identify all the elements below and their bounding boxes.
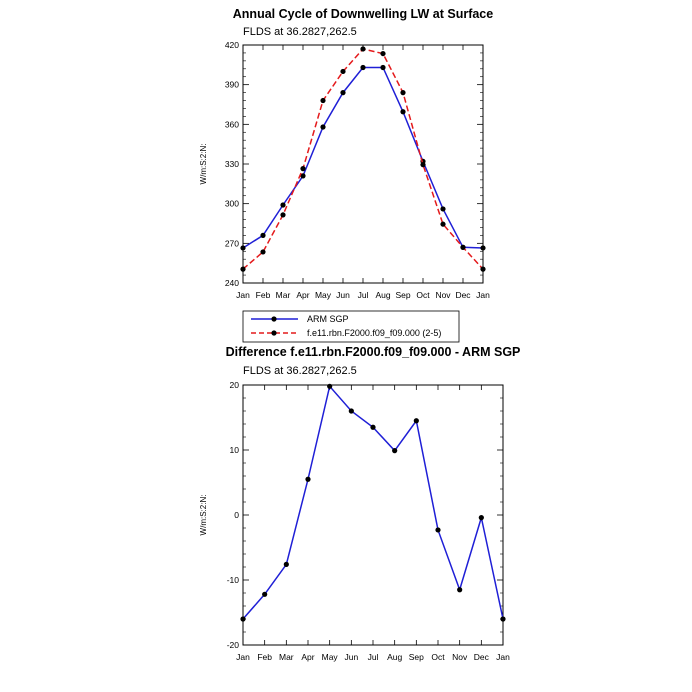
chart2-xtick-label: Jun (344, 652, 358, 662)
chart2-xtick-label: Feb (257, 652, 272, 662)
chart1-series-1-point (300, 166, 306, 172)
chart1-series-1-point (240, 266, 246, 272)
chart2-xtick-label: Oct (431, 652, 445, 662)
chart2-title: Difference f.e11.rbn.F2000.f09_f09.000 -… (226, 345, 521, 359)
chart2-xtick-label: May (322, 652, 339, 662)
legend: ARM SGP f.e11.rbn.F2000.f09_f09.000 (2-5… (242, 310, 460, 343)
chart2-xtick-label: Aug (387, 652, 402, 662)
chart1-series-1-point (380, 50, 386, 57)
chart1-xtick-label: Feb (256, 290, 271, 300)
chart1-series-1-line (242, 48, 484, 270)
chart2-series-0-point (413, 418, 419, 424)
chart2-frame (242, 384, 504, 646)
chart1-series-0-line (242, 66, 484, 249)
chart2-series-0-point (435, 527, 441, 533)
chart2-series-0-point (457, 587, 463, 593)
chart2-ytick-label: 20 (230, 380, 240, 390)
chart2-series-0-point (392, 448, 398, 454)
chart1-series-1-point (280, 212, 286, 218)
chart1-xtick-label: Sep (395, 290, 410, 300)
chart1-series-1-point (420, 162, 426, 168)
chart1-subtitle: FLDS at 36.2827,262.5 (243, 26, 357, 38)
chart2-series-0-point (478, 515, 484, 521)
chart2-ytick-label: -10 (227, 575, 240, 585)
chart1-xtick-label: Aug (375, 290, 390, 300)
chart1-ytick-label: 420 (225, 40, 239, 50)
chart1-xtick-label: May (315, 290, 332, 300)
chart1-ytick-label: 270 (225, 238, 239, 248)
chart1-series-0-point (260, 232, 266, 238)
chart1-series-0-point (360, 64, 366, 71)
chart1-ytick-label: 240 (225, 278, 239, 288)
chart1-series-0-point (300, 173, 306, 179)
chart1-series-0-point (240, 245, 246, 251)
chart2-xtick-label: Sep (409, 652, 424, 662)
legend-box (242, 310, 460, 343)
legend-marker-arm (271, 316, 277, 322)
chart2-xtick-label: Jan (236, 652, 250, 662)
chart1-series-0-point (440, 206, 446, 212)
chart2-series-0-point (500, 616, 506, 622)
chart2-xtick-label: Apr (301, 652, 314, 662)
chart2-ylabel: W/m:S:2:N: (199, 495, 208, 536)
chart2-ytick-label: -20 (227, 640, 240, 650)
chart2-xtick-label: Jan (496, 652, 510, 662)
chart1-xtick-label: Nov (435, 290, 451, 300)
chart1-series-1-point (260, 249, 266, 255)
chart2-xtick-label: Dec (474, 652, 490, 662)
chart2-xtick-label: Mar (279, 652, 294, 662)
chart2-xtick-label: Jul (368, 652, 379, 662)
chart2-plot: Jan Feb Mar Apr May Jun Jul Aug Sep Oct Nov Dec Jan -… (227, 380, 510, 662)
chart1-ylabel: W/m:S:2:N: (199, 144, 208, 185)
chart1-series-1-point (460, 244, 466, 250)
chart1-xtick-label: Jun (336, 290, 350, 300)
chart2-subtitle: FLDS at 36.2827,262.5 (243, 365, 357, 377)
chart2-series-0-point (370, 424, 376, 430)
chart1-frame (242, 44, 484, 284)
legend-entry-model: f.e11.rbn.F2000.f09_f09.000 (2-5) (307, 328, 441, 338)
chart1-xtick-label: Dec (455, 290, 471, 300)
chart1-series-0-point (380, 64, 386, 71)
chart1-ytick-label: 300 (225, 199, 239, 209)
chart2-xtick-label: Nov (452, 652, 468, 662)
chart1-series-0-point (340, 90, 346, 96)
chart1-series-1-point (360, 46, 366, 52)
chart2-series-0-point (327, 383, 333, 389)
chart2-series-0-line (242, 384, 504, 620)
chart2-series-0-point (348, 408, 354, 414)
chart2-ytick-label: 10 (230, 445, 240, 455)
chart1-series-1-point (440, 221, 446, 227)
chart1-xtick-label: Apr (296, 290, 309, 300)
chart1-series-0-point (400, 109, 406, 115)
chart1-series-1-point (480, 266, 486, 272)
chart1-ytick-label: 360 (225, 119, 239, 129)
chart2-series-0-point (305, 476, 311, 482)
chart1-series-0-point (280, 202, 286, 208)
chart1-ytick-label: 330 (225, 159, 239, 169)
chart2-ytick-label: 0 (234, 510, 239, 520)
chart1-series-1-point (320, 97, 326, 104)
chart2-series-0-point (240, 616, 246, 622)
chart1-series-1-point (400, 90, 406, 96)
chart1-series-0-point (320, 124, 326, 130)
chart2-series-0-point (283, 561, 289, 568)
chart1-series-1-point (340, 68, 346, 75)
chart2-series-0-point (262, 591, 268, 597)
chart1-xtick-label: Jul (358, 290, 369, 300)
chart1-series-0-point (480, 245, 486, 251)
legend-entry-arm: ARM SGP (307, 314, 349, 324)
chart1-xtick-label: Jan (476, 290, 490, 300)
chart1-title: Annual Cycle of Downwelling LW at Surfac… (233, 7, 493, 21)
chart1-ytick-label: 390 (225, 80, 239, 90)
chart1-xtick-label: Jan (236, 290, 250, 300)
chart1-plot: Jan Feb Mar Apr May Jun Jul Aug Sep Oct Nov Dec Jan 2… (225, 40, 490, 300)
legend-marker-model (271, 330, 277, 336)
chart1-xtick-label: Oct (416, 290, 430, 300)
chart1-xtick-label: Mar (276, 290, 291, 300)
